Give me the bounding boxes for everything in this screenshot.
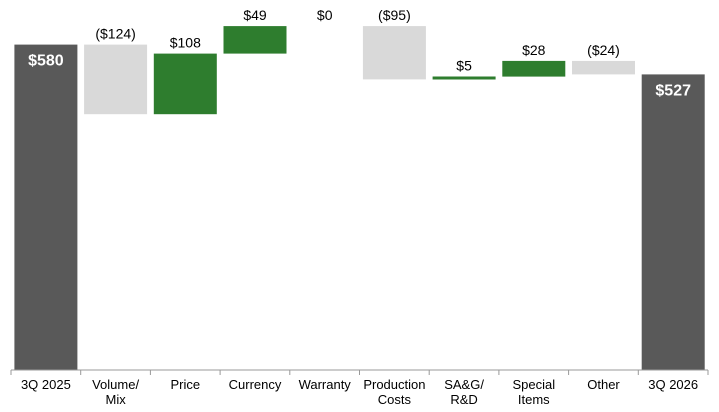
bar-special-items xyxy=(502,60,566,77)
category-label-line: Production xyxy=(363,377,425,392)
category-labels-group: 3Q 2025 Volume/Mix Price Currency Warranty Pr… xyxy=(21,377,698,407)
value-label-special-items: $28 xyxy=(522,42,546,58)
category-label-line: 3Q 2025 xyxy=(21,377,71,392)
value-labels-group: $580 ($124) $108 $49 $0 ($95) $5 $28 ($24) $527 xyxy=(28,7,691,99)
bar-3q-2026 xyxy=(641,74,705,371)
category-label-line: Mix xyxy=(105,392,126,407)
value-label-production-costs: ($95) xyxy=(378,7,411,23)
category-label-line: Currency xyxy=(229,377,282,392)
value-label-3q-2025: $580 xyxy=(28,53,64,70)
value-label-currency: $49 xyxy=(243,7,267,23)
category-label-line: Other xyxy=(587,377,620,392)
category-label-volume-mix: Volume/Mix xyxy=(92,377,139,407)
bar-price xyxy=(153,53,217,115)
value-label-sa-g-r-d: $5 xyxy=(456,58,472,74)
category-label-production-costs: Production Costs xyxy=(363,377,425,407)
value-label-price: $108 xyxy=(170,35,201,51)
bar-3q-2025 xyxy=(14,44,78,370)
category-label-price: Price xyxy=(170,377,200,392)
category-label-line: Volume/ xyxy=(92,377,139,392)
category-label-currency: Currency xyxy=(229,377,282,392)
value-label-other: ($24) xyxy=(587,42,620,58)
category-label-other: Other xyxy=(587,377,620,392)
value-label-3q-2026: $527 xyxy=(655,82,691,99)
category-label-3q-2025: 3Q 2025 xyxy=(21,377,71,392)
category-label-sa-g-r-d: SA&G/R&D xyxy=(444,377,484,407)
category-label-warranty: Warranty xyxy=(299,377,352,392)
category-label-line: 3Q 2026 xyxy=(648,377,698,392)
bars-group xyxy=(14,26,705,371)
bar-volume-mix xyxy=(84,44,148,115)
category-label-line: Price xyxy=(170,377,200,392)
category-label-line: Items xyxy=(518,392,550,407)
value-label-volume-mix: ($124) xyxy=(95,26,135,42)
bar-other xyxy=(572,60,635,75)
category-label-line: R&D xyxy=(450,392,477,407)
bar-production-costs xyxy=(362,26,426,80)
category-label-3q-2026: 3Q 2026 xyxy=(648,377,698,392)
bar-currency xyxy=(223,26,287,54)
category-label-special-items: Special Items xyxy=(512,377,555,407)
value-label-warranty: $0 xyxy=(317,7,333,23)
bar-sa-g-r-d xyxy=(432,76,496,80)
category-label-line: SA&G/ xyxy=(444,377,484,392)
category-label-line: Costs xyxy=(378,392,412,407)
category-label-line: Warranty xyxy=(299,377,352,392)
category-label-line: Special xyxy=(512,377,555,392)
x-tick-group xyxy=(10,370,709,375)
